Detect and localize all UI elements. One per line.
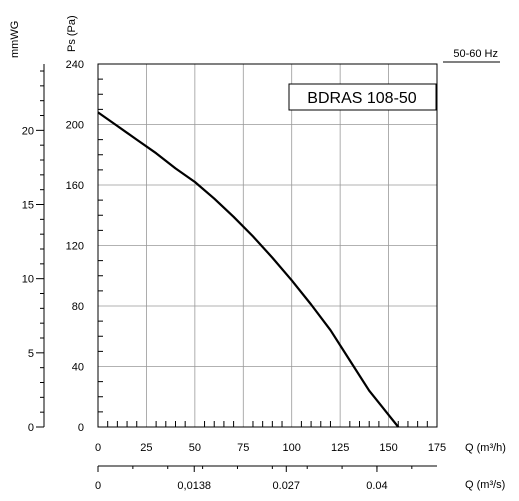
series-line-ps [97, 111, 400, 428]
y-tick-label-pa: 40 [72, 362, 84, 374]
x-tick-label-m3h: 100 [283, 442, 301, 454]
m3s-tick-label: 0.027 [273, 480, 301, 492]
mmwg-tick-label: 5 [28, 348, 34, 360]
mmwg-tick-label: 0 [28, 422, 34, 434]
y-tick-label-pa: 80 [72, 301, 84, 313]
axes [36, 63, 438, 472]
grid [97, 63, 438, 428]
x-axis-label-m3h: Q (m³/h) [465, 442, 506, 454]
x-tick-label-m3h: 0 [95, 442, 101, 454]
title-box [288, 83, 437, 111]
y-tick-label-pa: 120 [66, 241, 84, 253]
y-axis-label-pa: Ps (Pa) [66, 15, 78, 52]
x-tick-label-m3h: 75 [237, 442, 249, 454]
mmwg-tick-label: 10 [22, 274, 34, 286]
x-tick-label-m3h: 50 [189, 442, 201, 454]
tick-labels: 0 25 50 75 100 125 150 175040801201602002400510… [22, 59, 446, 492]
x-tick-label-m3h: 25 [140, 442, 152, 454]
y-tick-label-pa: 0 [78, 422, 84, 434]
y-tick-label-pa: 240 [66, 59, 84, 71]
y-tick-label-pa: 160 [66, 180, 84, 192]
y-axis-label-mmwg: mmWG [9, 21, 21, 58]
x-tick-label-m3h: 125 [331, 442, 349, 454]
mmwg-tick-label: 20 [22, 125, 34, 137]
frequency-label: 50-60 Hz [453, 48, 498, 60]
x-tick-label-m3h: 175 [428, 442, 446, 454]
x-axis-label-m3s: Q (m³/s) [465, 479, 505, 491]
m3s-tick-label: 0 [95, 480, 101, 492]
mmwg-tick-label: 15 [22, 200, 34, 212]
m3s-tick-label: 0.04 [366, 480, 387, 492]
plot-frame [97, 63, 438, 428]
x-tick-label-m3h: 150 [379, 442, 397, 454]
y-tick-label-pa: 200 [66, 120, 84, 132]
m3s-tick-label: 0,0138 [177, 480, 211, 492]
chart-title: BDRAS 108-50 [307, 90, 416, 107]
